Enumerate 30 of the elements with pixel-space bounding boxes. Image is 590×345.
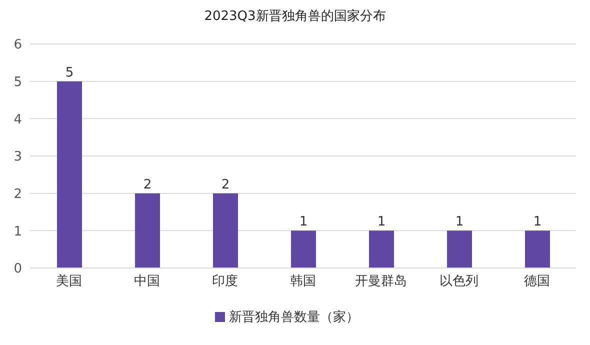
y-tick-label: 6	[14, 38, 22, 53]
x-tick-label: 以色列	[440, 274, 478, 290]
bar	[213, 193, 238, 268]
x-tick-label: 美国	[56, 273, 82, 290]
bar	[525, 230, 550, 268]
data-label: 2	[143, 177, 152, 192]
y-tick-label: 0	[14, 262, 22, 277]
data-label: 1	[455, 214, 464, 230]
y-tick-label: 4	[14, 112, 22, 128]
chart-title: 2023Q3新晋独角兽的国家分布	[203, 8, 387, 26]
data-label: 1	[533, 214, 542, 230]
legend-label: 新晋独角兽数量（家）	[229, 310, 359, 325]
bar	[447, 230, 472, 268]
data-label: 5	[65, 65, 74, 80]
bar	[135, 193, 160, 268]
data-label: 1	[377, 214, 386, 230]
x-tick-label: 中国	[134, 274, 160, 290]
y-tick-label: 3	[14, 150, 22, 165]
y-tick-label: 2	[14, 186, 22, 202]
x-tick-label: 韩国	[290, 274, 316, 290]
bar	[369, 230, 394, 268]
bar	[291, 230, 316, 268]
x-tick-label: 印度	[212, 273, 238, 290]
data-label: 2	[221, 177, 230, 192]
bar	[57, 81, 82, 268]
y-tick-label: 5	[14, 74, 22, 90]
x-tick-label: 德国	[524, 274, 550, 290]
x-tick-label: 开曼群岛	[355, 274, 407, 290]
data-label: 1	[299, 214, 308, 230]
y-tick-label: 1	[14, 224, 22, 240]
